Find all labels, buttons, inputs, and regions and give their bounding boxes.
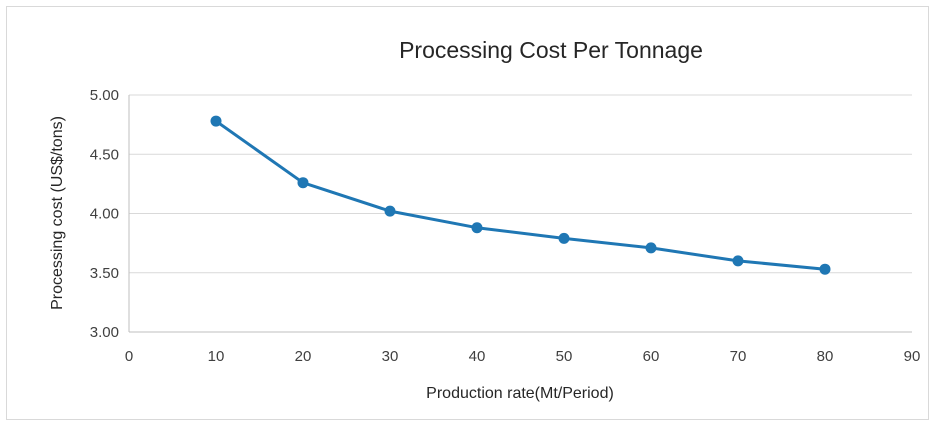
y-tick-label: 3.50 (90, 265, 119, 282)
axes (128, 95, 912, 333)
y-tick-label: 3.00 (90, 324, 119, 341)
x-tick-label: 10 (208, 348, 225, 365)
data-point (210, 115, 222, 127)
x-tick-label: 90 (904, 348, 921, 365)
y-tick-labels: 3.00 3.50 4.00 4.50 5.00 (90, 87, 119, 341)
x-tick-label: 60 (643, 348, 660, 365)
x-tick-labels: 0 10 20 30 40 50 60 70 80 90 (125, 348, 921, 365)
data-point (471, 222, 483, 234)
data-point (384, 205, 396, 217)
chart-title: Processing Cost Per Tonnage (399, 37, 703, 63)
x-tick-label: 40 (469, 348, 486, 365)
data-point (819, 263, 831, 275)
x-tick-label: 30 (382, 348, 399, 365)
series-layer (210, 115, 831, 275)
y-tick-label: 4.50 (90, 146, 119, 163)
data-point (558, 232, 570, 244)
series-line (215, 119, 826, 271)
x-tick-label: 0 (125, 348, 133, 365)
data-point (732, 255, 744, 267)
x-tick-label: 20 (295, 348, 312, 365)
y-tick-label: 5.00 (90, 87, 119, 104)
y-axis-title: Processing cost (US$/tons) (49, 116, 66, 310)
x-tick-label: 70 (730, 348, 747, 365)
grid-lines (129, 94, 912, 333)
x-axis-title: Production rate(Mt/Period) (426, 385, 614, 402)
y-tick-label: 4.00 (90, 206, 119, 223)
data-point (645, 242, 657, 254)
x-tick-label: 50 (556, 348, 573, 365)
x-tick-label: 80 (817, 348, 834, 365)
data-point (297, 177, 309, 189)
